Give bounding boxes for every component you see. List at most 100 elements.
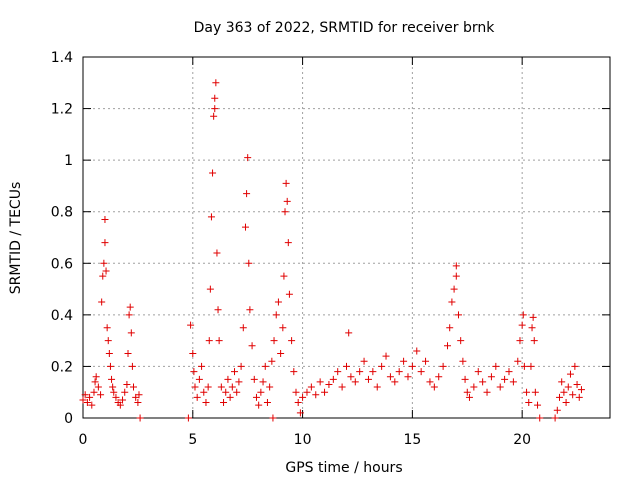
data-point — [198, 362, 206, 370]
data-point — [444, 342, 452, 350]
data-point — [126, 303, 134, 311]
data-point — [345, 329, 353, 337]
data-point — [109, 383, 117, 391]
data-point — [530, 337, 538, 345]
data-point — [228, 383, 236, 391]
y-axis-label: SRMTID / TECUs — [8, 182, 24, 295]
data-point — [518, 321, 526, 329]
y-tick-label: 0.4 — [51, 308, 73, 324]
data-point — [496, 383, 504, 391]
data-point — [86, 393, 94, 401]
data-point — [243, 190, 251, 198]
data-point — [558, 378, 566, 386]
data-point — [116, 401, 124, 409]
data-point — [299, 393, 307, 401]
data-point — [123, 380, 131, 388]
x-tick-label: 15 — [403, 432, 421, 448]
data-point — [457, 337, 465, 345]
data-point — [257, 388, 265, 396]
data-point — [110, 388, 118, 396]
y-tick-label: 0 — [64, 411, 73, 427]
data-point — [189, 350, 197, 358]
data-point — [103, 324, 111, 332]
data-point — [212, 79, 220, 87]
data-point — [268, 357, 276, 365]
data-point — [261, 362, 269, 370]
data-point — [248, 342, 256, 350]
x-axis-label: GPS time / hours — [285, 460, 402, 476]
data-point — [519, 311, 527, 319]
data-point — [514, 357, 522, 365]
data-point — [274, 298, 282, 306]
data-point — [134, 399, 142, 407]
data-point — [426, 378, 434, 386]
data-point — [241, 223, 249, 231]
data-point — [369, 368, 377, 376]
data-point — [252, 393, 260, 401]
data-point — [290, 368, 298, 376]
data-point — [279, 324, 287, 332]
x-tick-label: 5 — [188, 432, 197, 448]
data-point — [119, 396, 127, 404]
grid-lines — [83, 57, 610, 418]
data-point — [259, 378, 267, 386]
data-point — [125, 311, 133, 319]
y-tick-label: 1.4 — [51, 50, 73, 66]
data-point — [386, 373, 394, 381]
data-point — [571, 362, 579, 370]
data-point — [94, 383, 102, 391]
y-tick-label: 1.2 — [51, 102, 73, 118]
data-point — [334, 368, 342, 376]
data-point — [553, 406, 561, 414]
data-point — [136, 414, 144, 422]
data-point — [184, 414, 192, 422]
data-point — [577, 386, 585, 394]
data-point — [193, 393, 201, 401]
data-point — [404, 373, 412, 381]
data-point — [226, 393, 234, 401]
data-point — [285, 290, 293, 298]
data-point — [555, 393, 563, 401]
data-point — [531, 388, 539, 396]
data-point — [283, 197, 291, 205]
data-point — [204, 383, 212, 391]
data-point — [296, 409, 304, 417]
data-point — [575, 393, 583, 401]
data-point — [280, 272, 288, 280]
data-point — [529, 313, 537, 321]
data-point — [505, 368, 513, 376]
data-point — [263, 399, 271, 407]
data-point — [202, 399, 210, 407]
data-point — [463, 388, 471, 396]
data-point — [569, 391, 577, 399]
data-point — [191, 383, 199, 391]
data-point — [562, 399, 570, 407]
data-point — [224, 375, 232, 383]
data-point — [454, 311, 462, 319]
data-point — [217, 383, 225, 391]
data-point — [130, 383, 138, 391]
x-tick-label: 0 — [79, 432, 88, 448]
data-point — [316, 378, 324, 386]
data-point — [501, 375, 509, 383]
data-point — [351, 378, 359, 386]
data-point — [269, 414, 277, 422]
data-point — [516, 337, 524, 345]
data-point — [312, 391, 320, 399]
data-point — [187, 321, 195, 329]
data-point — [452, 272, 460, 280]
x-tick-label: 20 — [513, 432, 531, 448]
data-point — [360, 357, 368, 365]
data-point — [239, 324, 247, 332]
data-point — [483, 388, 491, 396]
data-point — [474, 368, 482, 376]
data-point — [294, 399, 302, 407]
data-point — [210, 112, 218, 120]
data-point — [215, 337, 223, 345]
data-point — [284, 239, 292, 247]
data-point — [391, 378, 399, 386]
data-point — [566, 370, 574, 378]
data-point — [527, 362, 535, 370]
y-tick-label: 0.6 — [51, 256, 73, 272]
